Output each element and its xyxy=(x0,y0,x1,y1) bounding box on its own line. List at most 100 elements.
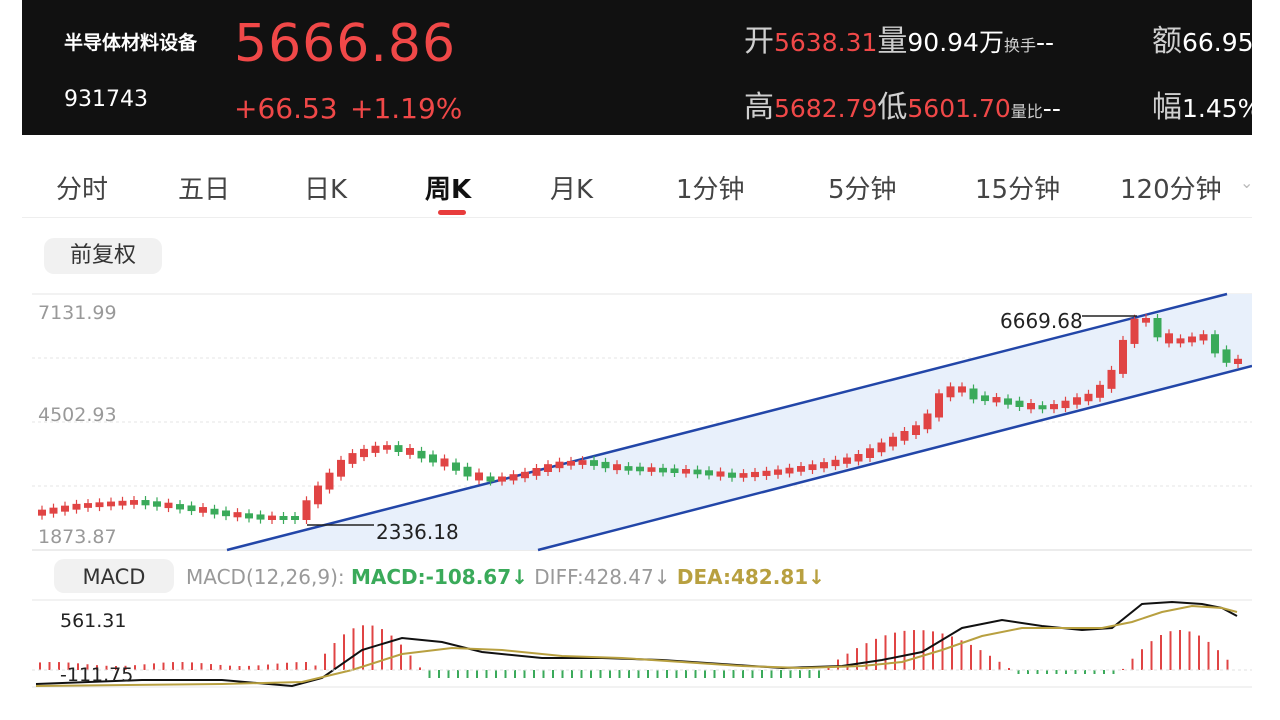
candle-body xyxy=(1165,333,1173,344)
candle-body xyxy=(256,514,265,520)
candle-body xyxy=(1004,398,1012,405)
tab-1min[interactable]: 1分钟 xyxy=(676,175,745,205)
candle-body xyxy=(728,472,736,478)
tab-120min[interactable]: 120分钟 xyxy=(1120,175,1222,205)
tab-15min[interactable]: 15分钟 xyxy=(975,175,1061,205)
candle-body xyxy=(969,388,978,400)
high-label: 高 xyxy=(744,90,774,125)
candle-body xyxy=(1130,318,1139,344)
left-margin xyxy=(0,0,22,720)
active-tab-indicator xyxy=(438,210,466,215)
candle-body xyxy=(544,464,552,472)
candle-body xyxy=(1188,336,1196,343)
candle-body xyxy=(49,507,58,514)
candle-body xyxy=(1038,405,1047,410)
candle-body xyxy=(130,500,138,505)
tab-weekly-k[interactable]: 周K xyxy=(425,175,472,205)
macd-histogram xyxy=(39,625,1229,678)
candle-body xyxy=(946,386,955,398)
period-tabs: 分时 五日 日K 周K 月K 1分钟 5分钟 15分钟 120分钟 ⌄ xyxy=(22,135,1254,218)
candle-body xyxy=(417,450,426,459)
macd-legend: MACD(12,26,9): MACD:-108.67↓ DIFF:428.47… xyxy=(186,565,825,589)
candle-body xyxy=(452,462,460,471)
price-change-pct: +1.19% xyxy=(350,92,463,125)
candle-body xyxy=(61,505,69,512)
turnover-value: -- xyxy=(1035,28,1055,57)
candle-body xyxy=(624,466,633,471)
candle-body xyxy=(314,485,322,505)
candle-body xyxy=(325,472,334,490)
candle-body xyxy=(820,462,828,469)
candle-body xyxy=(774,469,782,475)
candle-body xyxy=(716,471,725,477)
macd-value: MACD:-108.67↓ xyxy=(351,565,528,589)
volume-value: 90.94万 xyxy=(907,28,1004,57)
candle-body xyxy=(636,466,644,472)
candle-body xyxy=(831,459,840,467)
macd-y-top: 561.31 xyxy=(60,610,126,632)
candle-body xyxy=(601,461,610,469)
candle-body xyxy=(210,508,219,515)
tab-monthly-k[interactable]: 月K xyxy=(550,175,594,205)
diff-value: DIFF:428.47↓ xyxy=(534,565,671,589)
candle-body xyxy=(337,459,345,477)
candle-body xyxy=(555,461,564,469)
index-name: 半导体材料设备 xyxy=(64,32,198,54)
candle-body xyxy=(383,445,391,450)
macd-button-label[interactable]: MACD xyxy=(83,565,146,589)
tab-intraday[interactable]: 分时 xyxy=(56,175,109,205)
kline-chart: 6669.68 2336.18 7131.99 4502.93 1873.87 … xyxy=(32,292,1252,688)
candle-body xyxy=(1061,400,1070,409)
macd-button[interactable] xyxy=(54,559,174,593)
candle-body xyxy=(797,466,805,472)
index-code: 931743 xyxy=(64,87,148,112)
candle-body xyxy=(567,460,575,466)
candle-body xyxy=(693,469,702,475)
candle-body xyxy=(889,436,897,447)
open-label: 开 xyxy=(744,24,774,59)
candle-body xyxy=(394,445,403,452)
tab-5min[interactable]: 5分钟 xyxy=(828,175,897,205)
stat-row-1: 开5638.31量90.94万换手-- xyxy=(744,16,1054,60)
candles-group xyxy=(38,314,1242,524)
chevron-down-icon[interactable]: ⌄ xyxy=(1240,173,1254,192)
candle-body xyxy=(72,503,81,510)
candle-body xyxy=(233,512,242,518)
amp-label: 幅 xyxy=(1152,90,1182,125)
candle-body xyxy=(739,473,748,478)
candle-body xyxy=(475,472,483,481)
candle-body xyxy=(762,470,771,476)
tab-five-day[interactable]: 五日 xyxy=(178,175,231,205)
candle-body xyxy=(1107,369,1116,389)
low-label: 低 xyxy=(877,90,908,125)
candle-body xyxy=(153,501,161,507)
y-label-top: 7131.99 xyxy=(38,302,117,324)
candle-body xyxy=(302,500,311,520)
high-value: 5682.79 xyxy=(774,94,878,123)
candle-body xyxy=(751,471,759,478)
candle-body xyxy=(923,413,932,430)
turnover-label: 换手 xyxy=(1003,36,1036,55)
candle-body xyxy=(912,425,920,435)
candle-body xyxy=(613,464,621,471)
macd-y-bottom: -111.75 xyxy=(60,664,133,686)
candle-body xyxy=(291,516,299,520)
candle-body xyxy=(1084,393,1093,402)
candle-body xyxy=(670,468,679,473)
candle-body xyxy=(578,460,587,465)
y-label-mid: 4502.93 xyxy=(38,404,117,426)
candle-body xyxy=(1096,384,1104,398)
candle-body xyxy=(705,470,713,476)
candle-body xyxy=(509,474,518,481)
candle-body xyxy=(935,393,943,418)
tab-daily-k[interactable]: 日K xyxy=(304,175,348,205)
candle-body xyxy=(981,395,989,402)
candle-body xyxy=(854,454,863,462)
adjust-button[interactable]: 前复权 xyxy=(44,238,162,274)
candle-body xyxy=(164,502,173,509)
candle-body xyxy=(141,500,150,506)
dea-line xyxy=(35,604,1238,687)
candle-body xyxy=(463,466,472,477)
amount-stat: 额66.95 xyxy=(1152,16,1252,60)
candle-body xyxy=(440,458,449,467)
